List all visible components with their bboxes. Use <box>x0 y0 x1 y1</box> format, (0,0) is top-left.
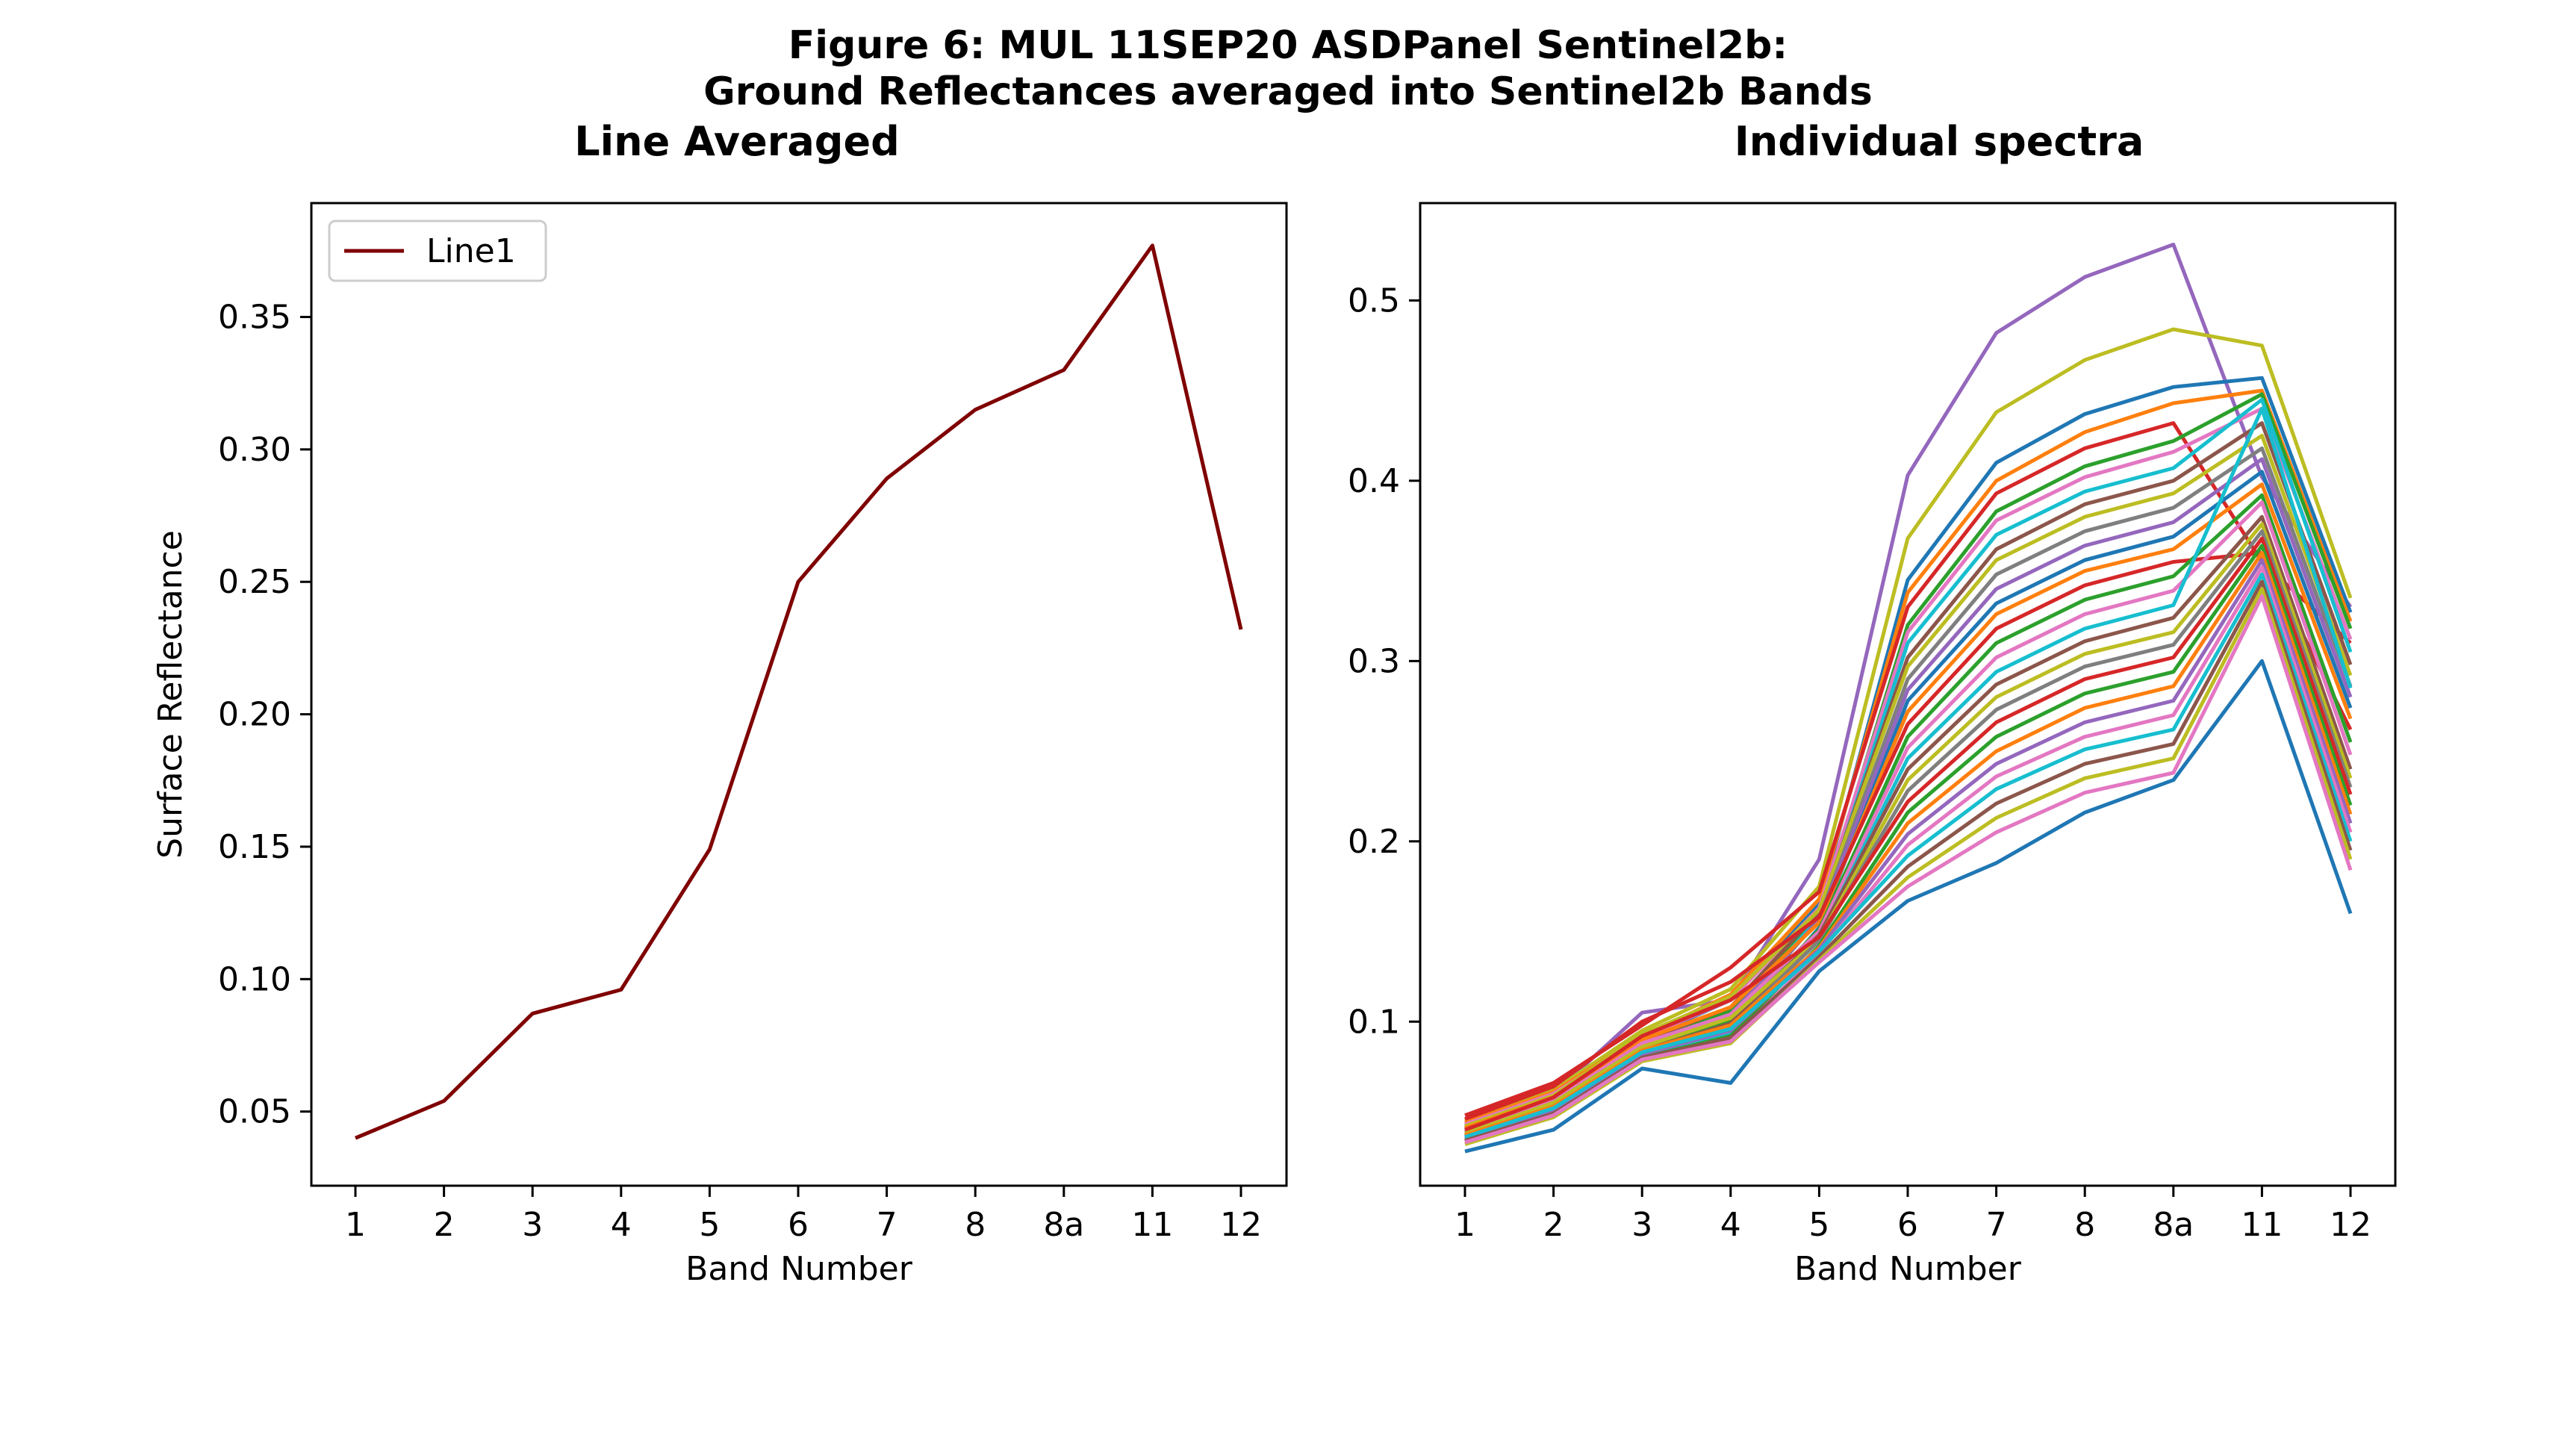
x-tick-label: 3 <box>522 1206 543 1244</box>
x-tick-label: 12 <box>1220 1206 1262 1244</box>
x-axis-label: Band Number <box>685 1250 913 1288</box>
y-tick-label: 0.5 <box>1348 281 1400 320</box>
legend-box <box>328 220 547 282</box>
y-tick-label: 0.30 <box>218 431 291 469</box>
line-averaged-chart: 0.050.100.150.200.250.300.351 2 3 4 5 6 7 8 8a 11… <box>152 118 1288 1288</box>
y-tick-label: 0.05 <box>218 1093 291 1131</box>
legend: Line1 <box>328 220 547 282</box>
series-line-1 <box>1464 243 2353 1127</box>
x-tick-label: 4 <box>1720 1206 1741 1244</box>
y-tick-label: 0.35 <box>218 299 291 337</box>
x-tick-label: 6 <box>1897 1206 1918 1244</box>
x-tick-label: 8a <box>1043 1206 1084 1244</box>
series-line-30 <box>1464 594 2353 1145</box>
y-tick-label: 0.1 <box>1348 1003 1400 1041</box>
x-tick-label: 1 <box>1455 1206 1475 1244</box>
figure-title-line-2: Ground Reflectances averaged into Sentin… <box>703 69 1873 114</box>
series-line-17 <box>1464 500 2353 1133</box>
x-tick-label: 2 <box>1543 1206 1564 1244</box>
series-line-9 <box>1464 421 2353 1130</box>
y-tick-label: 0.10 <box>218 960 291 998</box>
y-tick-label: 0.3 <box>1348 642 1400 680</box>
plot-frame <box>310 202 1288 1187</box>
x-tick-label: 8a <box>2153 1206 2194 1244</box>
x-tick-label: 7 <box>877 1206 897 1244</box>
series-line-2 <box>1464 327 2353 1123</box>
x-tick-label: 4 <box>611 1206 632 1244</box>
subplot-title: Line Averaged <box>574 118 899 165</box>
y-tick-label: 0.25 <box>218 563 291 601</box>
figure-title: Figure 6: MUL 11SEP20 ASDPanel Sentinel2… <box>0 22 2576 115</box>
figure-title-line-1: Figure 6: MUL 11SEP20 ASDPanel Sentinel2… <box>788 23 1788 68</box>
x-tick-label: 11 <box>2241 1206 2283 1244</box>
y-tick-label: 0.4 <box>1348 462 1400 500</box>
x-tick-label: 2 <box>434 1206 455 1244</box>
x-tick-label: 5 <box>1808 1206 1829 1244</box>
x-tick-label: 8 <box>2074 1206 2095 1244</box>
y-axis-label: Surface Reflectance <box>152 530 190 859</box>
series-line-27 <box>1464 572 2353 1139</box>
legend-label: Line1 <box>426 232 516 270</box>
x-tick-label: 1 <box>345 1206 366 1244</box>
series-line-line1 <box>355 243 1243 1140</box>
series-line-31 <box>1464 659 2353 1154</box>
x-tick-label: 11 <box>1131 1206 1173 1244</box>
x-tick-label: 12 <box>2330 1206 2371 1244</box>
series-line-14 <box>1464 482 2353 1130</box>
subplot-title: Individual spectra <box>1735 118 2144 165</box>
x-tick-label: 8 <box>965 1206 986 1244</box>
y-tick-label: 0.2 <box>1348 823 1400 861</box>
x-tick-label: 5 <box>699 1206 720 1244</box>
x-axis-label: Band Number <box>1794 1250 2022 1288</box>
y-tick-label: 0.15 <box>218 828 291 866</box>
x-tick-label: 6 <box>788 1206 809 1244</box>
x-tick-label: 3 <box>1631 1206 1652 1244</box>
series-group <box>355 243 1243 1140</box>
series-line-20 <box>1464 522 2353 1136</box>
x-tick-label: 7 <box>1986 1206 2007 1244</box>
y-tick-label: 0.20 <box>218 696 291 734</box>
series-group <box>1464 243 2353 1154</box>
series-line-22 <box>1464 536 2353 1132</box>
